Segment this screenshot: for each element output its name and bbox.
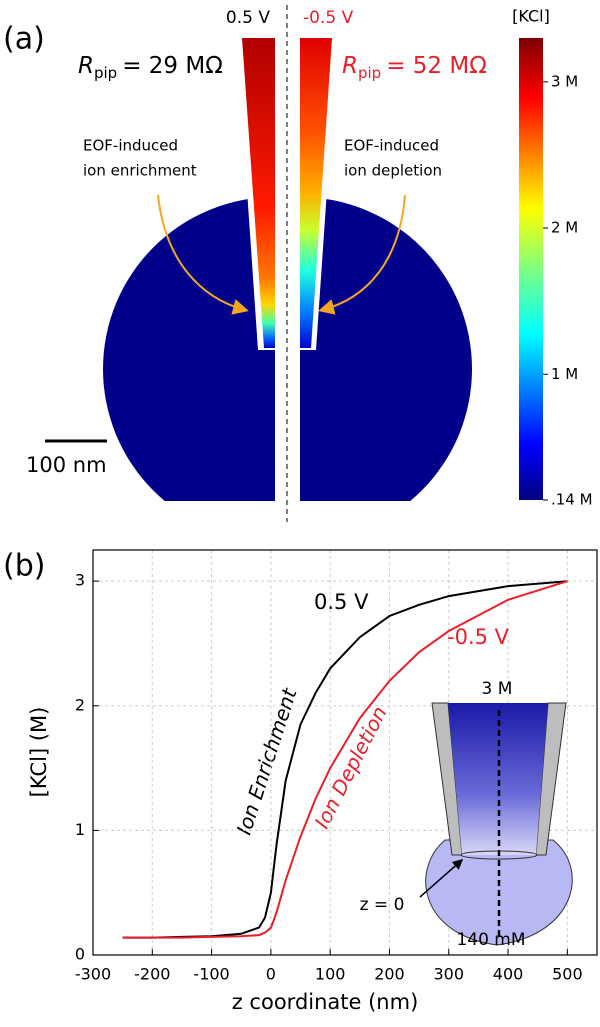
inset: 3 M z = 0 140 mM bbox=[360, 679, 573, 950]
colorbar bbox=[519, 38, 543, 500]
colorbar-tick-label: .14 M bbox=[551, 491, 593, 509]
annotation: ion depletion bbox=[344, 162, 442, 180]
colorbar-tick-label: 3 M bbox=[551, 72, 578, 90]
x-tick-label: -300 bbox=[75, 965, 111, 984]
simulation-domain bbox=[103, 197, 472, 501]
colorbar-tick-label: 2 M bbox=[551, 219, 578, 237]
value: = 29 MΩ bbox=[122, 53, 223, 79]
arrow bbox=[157, 194, 249, 315]
y-tick-label: 2 bbox=[75, 695, 85, 714]
series-label: 0.5 V bbox=[314, 590, 369, 614]
colorbar-tick-label: 1 M bbox=[551, 365, 578, 383]
annotation: ion enrichment bbox=[83, 162, 197, 180]
inset-arrow bbox=[419, 859, 464, 898]
y-tick-label: 3 bbox=[75, 571, 85, 590]
resistance-label: Rpip = 52 MΩ bbox=[342, 53, 487, 82]
voltage-label: -0.5 V bbox=[303, 8, 354, 28]
inset-label: 3 M bbox=[482, 679, 513, 699]
x-tick-label: 200 bbox=[374, 965, 405, 984]
series-line bbox=[122, 580, 568, 939]
x-axis-label: z coordinate (nm) bbox=[232, 990, 419, 1014]
inset-label: 140 mM bbox=[456, 930, 525, 950]
y-axis-label: [KCl] (M) bbox=[27, 707, 51, 798]
symbol: R bbox=[342, 53, 358, 79]
subscript: pip bbox=[94, 64, 117, 82]
symbol: R bbox=[78, 53, 94, 79]
x-tick-label: 300 bbox=[433, 965, 464, 984]
resistance-label: Rpip = 29 MΩ bbox=[78, 53, 223, 82]
voltage-label: 0.5 V bbox=[226, 8, 270, 28]
inset-fluid bbox=[448, 703, 548, 855]
colorbar-title: [KCl] bbox=[512, 7, 550, 26]
scale-label: 100 nm bbox=[26, 453, 107, 477]
x-tick-label: 100 bbox=[315, 965, 346, 984]
annotation: EOF-induced bbox=[83, 137, 178, 155]
plot-area: 0 1 2 3 -300 -200 -100 0 100 200 300 400 500 0.5 V -0.… bbox=[75, 549, 598, 984]
annotation: Ion Depletion bbox=[310, 702, 392, 832]
x-tick-label: 500 bbox=[552, 965, 583, 984]
value: = 52 MΩ bbox=[386, 53, 487, 79]
y-tick-label: 1 bbox=[75, 820, 85, 839]
pipette-left bbox=[242, 38, 275, 348]
inset-label: z = 0 bbox=[360, 895, 405, 915]
panel-label: (a) bbox=[3, 22, 45, 57]
series-label: -0.5 V bbox=[447, 625, 510, 649]
annotation: EOF-induced bbox=[344, 137, 439, 155]
x-tick-label: -200 bbox=[134, 965, 170, 984]
x-tick-label: 400 bbox=[493, 965, 524, 984]
x-tick-label: -100 bbox=[193, 965, 229, 984]
pipette-right bbox=[300, 38, 332, 348]
panel-label: (b) bbox=[3, 549, 45, 584]
plot-frame bbox=[92, 549, 598, 956]
subscript: pip bbox=[358, 64, 381, 82]
y-tick-label: 0 bbox=[75, 945, 85, 964]
x-tick-label: 0 bbox=[266, 965, 276, 984]
arrow bbox=[318, 194, 406, 315]
